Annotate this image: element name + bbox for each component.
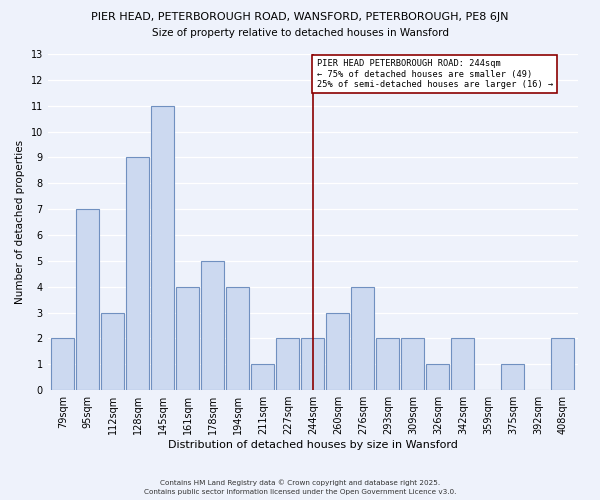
- Bar: [101, 312, 124, 390]
- Bar: [301, 338, 325, 390]
- Y-axis label: Number of detached properties: Number of detached properties: [15, 140, 25, 304]
- Text: Contains HM Land Registry data © Crown copyright and database right 2025.: Contains HM Land Registry data © Crown c…: [160, 480, 440, 486]
- Text: PIER HEAD PETERBOROUGH ROAD: 244sqm
← 75% of detached houses are smaller (49)
25: PIER HEAD PETERBOROUGH ROAD: 244sqm ← 75…: [317, 59, 553, 89]
- Bar: [76, 209, 100, 390]
- Bar: [151, 106, 175, 390]
- Bar: [202, 261, 224, 390]
- Bar: [502, 364, 524, 390]
- Bar: [176, 286, 199, 390]
- Bar: [226, 286, 250, 390]
- Bar: [326, 312, 349, 390]
- Bar: [427, 364, 449, 390]
- Bar: [277, 338, 299, 390]
- Bar: [127, 158, 149, 390]
- Bar: [451, 338, 475, 390]
- Bar: [401, 338, 424, 390]
- X-axis label: Distribution of detached houses by size in Wansford: Distribution of detached houses by size …: [168, 440, 458, 450]
- Text: Size of property relative to detached houses in Wansford: Size of property relative to detached ho…: [151, 28, 449, 38]
- Bar: [51, 338, 74, 390]
- Bar: [551, 338, 574, 390]
- Text: PIER HEAD, PETERBOROUGH ROAD, WANSFORD, PETERBOROUGH, PE8 6JN: PIER HEAD, PETERBOROUGH ROAD, WANSFORD, …: [91, 12, 509, 22]
- Bar: [352, 286, 374, 390]
- Text: Contains public sector information licensed under the Open Government Licence v3: Contains public sector information licen…: [144, 489, 456, 495]
- Bar: [251, 364, 274, 390]
- Bar: [376, 338, 400, 390]
